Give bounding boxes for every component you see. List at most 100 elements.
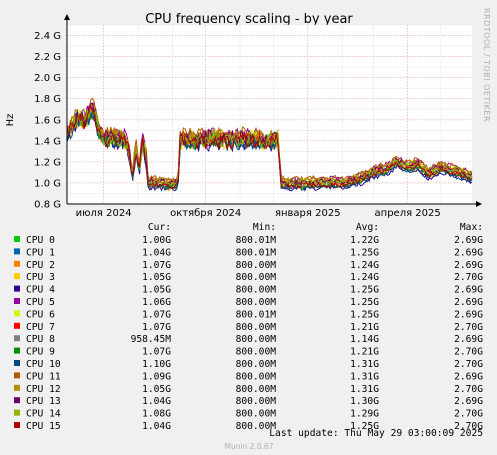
legend-max: 2.70G: [454, 421, 483, 432]
legend-avg: 1.14G: [350, 334, 379, 345]
legend-max: 2.69G: [454, 396, 483, 407]
legend-avg: 1.22G: [350, 235, 379, 246]
legend-min: 800.01M: [236, 247, 277, 258]
legend-swatch: [14, 310, 20, 317]
legend-swatch: [14, 273, 20, 280]
legend-min: 800.00M: [236, 409, 277, 420]
legend-max: 2.69G: [454, 297, 483, 308]
legend-cur: 1.04G: [142, 396, 171, 407]
legend-name: CPU 11: [26, 371, 61, 382]
legend-swatch: [14, 236, 20, 242]
legend-swatch: [14, 322, 20, 329]
legend-max: 2.70G: [454, 322, 483, 333]
legend-name: CPU 5: [26, 297, 55, 308]
grid-lines: [67, 24, 472, 205]
legend-avg: 1.24G: [350, 272, 379, 283]
legend-max: 2.70G: [454, 409, 483, 420]
legend-name: CPU 14: [26, 409, 61, 420]
legend-cur: 1.07G: [142, 309, 171, 320]
legend-min: 800.00M: [236, 347, 277, 358]
legend-avg: 1.29G: [350, 409, 379, 420]
legend-max: 2.69G: [454, 235, 483, 246]
munin-version: Munin 2.0.67: [224, 442, 273, 451]
legend-avg: 1.21G: [350, 322, 379, 333]
legend-name: CPU 9: [26, 347, 55, 358]
legend-min: 800.00M: [236, 371, 277, 382]
chart-title: CPU frequency scaling - by year: [145, 12, 353, 27]
y-tick-label: 1.6 G: [34, 115, 61, 126]
legend-avg: 1.25G: [350, 285, 379, 296]
legend-min: 800.00M: [236, 260, 277, 271]
legend-swatch: [14, 298, 20, 304]
legend-min: 800.00M: [236, 384, 277, 395]
axes: [64, 14, 482, 207]
legend-cur: 1.05G: [142, 285, 171, 296]
x-axis-arrow: [476, 201, 482, 207]
legend-name: CPU 12: [26, 384, 61, 395]
legend-max: 2.70G: [454, 359, 483, 370]
legend-min: 800.01M: [236, 309, 277, 320]
legend-name: CPU 15: [26, 421, 61, 432]
legend-cur: 1.07G: [142, 322, 171, 333]
legend-name: CPU 4: [26, 285, 55, 296]
legend-avg: 1.30G: [350, 396, 379, 407]
y-tick-label: 1.2 G: [34, 157, 61, 168]
legend-name: CPU 8: [26, 334, 55, 345]
y-tick-label: 1.8 G: [34, 94, 61, 105]
legend-cur: 1.05G: [142, 384, 171, 395]
legend-cur: 1.10G: [142, 359, 171, 370]
legend-swatch: [14, 335, 20, 342]
legend-cur: 1.05G: [142, 272, 171, 283]
series-lines: [66, 97, 473, 192]
legend-cur: 1.09G: [142, 371, 171, 382]
y-tick-label: 2.4 G: [34, 31, 61, 42]
legend-swatch: [14, 347, 20, 354]
legend-cur: 1.07G: [142, 347, 171, 358]
legend-avg: 1.25G: [350, 309, 379, 320]
legend-min: 800.00M: [236, 322, 277, 333]
legend-max: 2.69G: [454, 260, 483, 271]
y-tick-label: 1.4 G: [34, 136, 61, 147]
legend-name: CPU 3: [26, 272, 55, 283]
legend-max: 2.70G: [454, 384, 483, 395]
legend-avg: 1.25G: [350, 247, 379, 258]
legend-swatch: [14, 360, 20, 366]
legend-max: 2.69G: [454, 247, 483, 258]
series-line-cpu-15: [66, 104, 473, 189]
legend-min: 800.00M: [236, 297, 277, 308]
legend-max: 2.69G: [454, 334, 483, 345]
legend-swatch: [14, 397, 20, 404]
y-axis-arrow: [64, 14, 70, 20]
legend-avg: 1.31G: [350, 384, 379, 395]
legend-min: 800.00M: [236, 334, 277, 345]
y-axis-label: Hz: [5, 114, 16, 127]
legend-cur: 958.45M: [131, 334, 172, 345]
legend-avg: 1.24G: [350, 260, 379, 271]
legend-min: 800.01M: [236, 235, 277, 246]
y-tick-label: 1.0 G: [34, 178, 61, 189]
legend-avg: 1.31G: [350, 371, 379, 382]
legend-swatch: [14, 260, 20, 267]
legend-name: CPU 7: [26, 322, 55, 333]
x-tick-labels: июля 2024 октября 2024 января 2025 апреля 2…: [76, 208, 441, 219]
y-tick-label: 0.8 G: [34, 200, 61, 211]
legend-max: 2.69G: [454, 309, 483, 320]
legend-cur: 1.00G: [142, 235, 171, 246]
legend-name: CPU 2: [26, 260, 55, 271]
legend-min: 800.00M: [236, 272, 277, 283]
legend-avg: 1.21G: [350, 347, 379, 358]
plot-area: [67, 25, 472, 204]
legend-header-avg: Avg:: [356, 222, 379, 233]
y-tick-label: 2.0 G: [34, 73, 61, 84]
y-tick-labels: 0.8 G 1.0 G 1.2 G 1.4 G 1.6 G 1.8 G 2.0 G 2.2 G…: [34, 31, 61, 210]
legend-header-max: Max:: [460, 222, 483, 233]
legend-name: CPU 0: [26, 235, 55, 246]
legend-swatch: [14, 422, 20, 428]
legend-cur: 1.06G: [142, 297, 171, 308]
legend-swatch: [14, 285, 20, 292]
legend-cur: 1.07G: [142, 260, 171, 271]
legend-swatch: [14, 384, 20, 391]
y-tick-label: 2.2 G: [34, 52, 61, 63]
legend-cur: 1.04G: [142, 247, 171, 258]
